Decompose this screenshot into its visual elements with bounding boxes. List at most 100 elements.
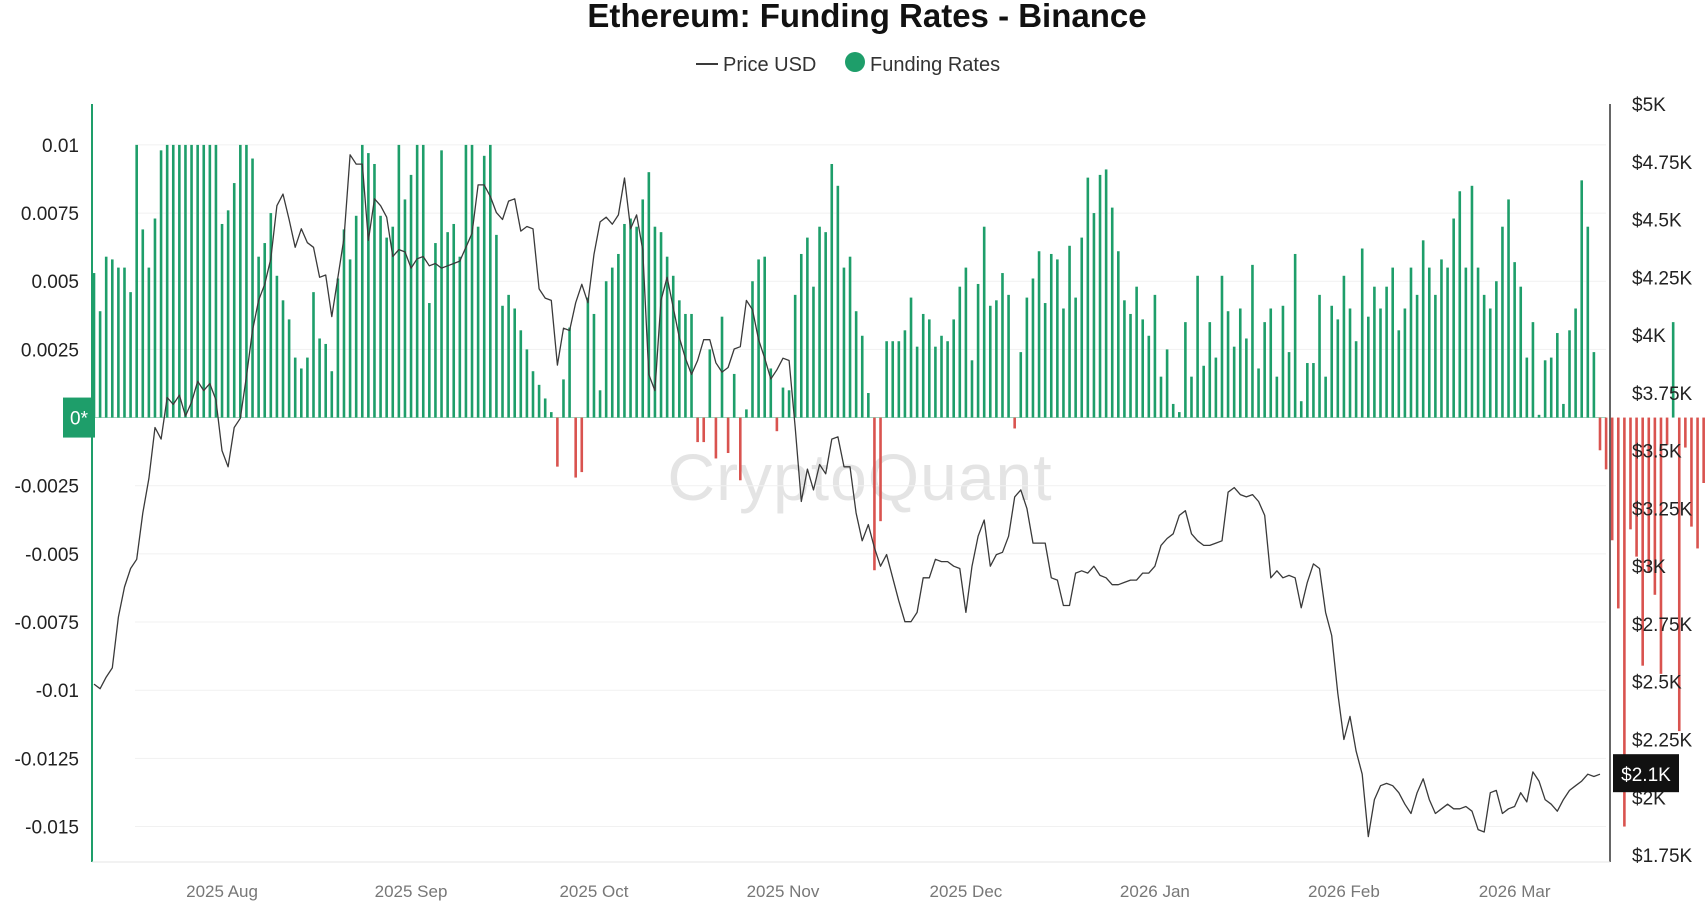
- funding-bar: [117, 267, 120, 418]
- funding-bar: [708, 349, 712, 418]
- funding-bar: [726, 417, 730, 454]
- funding-bar: [1470, 185, 1474, 418]
- funding-bar: [1110, 207, 1114, 418]
- funding-bar: [1464, 267, 1468, 418]
- funding-bar: [1001, 273, 1004, 418]
- funding-bar: [104, 256, 108, 418]
- funding-bar: [348, 259, 352, 418]
- funding-bar: [1629, 417, 1632, 530]
- funding-bar: [769, 368, 773, 418]
- funding-bar: [970, 360, 974, 418]
- funding-bar: [391, 226, 395, 418]
- funding-bar: [836, 185, 840, 418]
- funding-bar: [1318, 294, 1321, 418]
- funding-bar: [763, 256, 766, 418]
- right-tick-label: $4.25K: [1632, 268, 1693, 289]
- funding-bar: [476, 226, 480, 418]
- funding-bar: [549, 412, 553, 418]
- funding-bar: [263, 243, 267, 418]
- funding-bar: [269, 213, 273, 418]
- funding-bar: [1586, 226, 1590, 418]
- funding-bar: [458, 256, 462, 418]
- right-tick-label: $3.25K: [1632, 499, 1693, 520]
- funding-bar: [1306, 363, 1309, 418]
- funding-bar: [135, 144, 138, 418]
- funding-bar: [1080, 237, 1084, 418]
- left-tick-label: -0.0075: [15, 613, 79, 634]
- funding-bar: [440, 150, 443, 418]
- funding-bar: [1440, 259, 1443, 418]
- funding-bar: [1049, 253, 1053, 418]
- funding-bar: [226, 210, 230, 418]
- funding-bar: [1287, 352, 1291, 418]
- funding-bar: [995, 300, 998, 418]
- funding-bar: [1056, 259, 1059, 418]
- funding-bar: [671, 275, 675, 418]
- funding-bar: [1354, 341, 1358, 418]
- funding-bar: [110, 259, 114, 418]
- funding-bar: [1098, 174, 1102, 418]
- funding-bar: [470, 144, 474, 418]
- left-tick-label: -0.0025: [15, 477, 79, 498]
- funding-bar: [1092, 213, 1096, 418]
- funding-bar: [214, 144, 218, 418]
- funding-bar: [1171, 403, 1175, 418]
- funding-bar: [958, 286, 962, 418]
- funding-bar: [568, 327, 571, 418]
- x-tick-label: 2025 Oct: [559, 882, 628, 901]
- funding-bar: [543, 398, 547, 418]
- funding-bar: [1013, 417, 1016, 429]
- funding-bar: [1031, 278, 1035, 418]
- funding-bar: [1226, 311, 1230, 418]
- funding-bar: [300, 368, 303, 418]
- right-tick-label: $5K: [1632, 95, 1666, 116]
- funding-bar: [452, 223, 456, 418]
- funding-bars: [92, 144, 1705, 827]
- funding-bar: [1178, 412, 1181, 418]
- funding-bar: [415, 144, 419, 418]
- funding-bar: [1543, 360, 1547, 418]
- funding-bar: [525, 349, 529, 418]
- funding-bar: [1360, 248, 1364, 418]
- grid-layer: [92, 144, 1606, 828]
- funding-bar: [434, 243, 437, 418]
- funding-bar: [1117, 251, 1120, 418]
- legend[interactable]: Price USD Funding Rates: [696, 52, 1000, 76]
- funding-bar: [1446, 267, 1449, 418]
- funding-bar: [556, 417, 559, 467]
- legend-funding-label: Funding Rates: [870, 54, 1000, 76]
- funding-bar: [1123, 300, 1126, 418]
- funding-bar: [306, 357, 309, 418]
- funding-bar: [818, 226, 821, 418]
- funding-bar: [1019, 352, 1023, 418]
- funding-bar: [98, 311, 102, 418]
- price-line-layer: [93, 154, 1601, 838]
- funding-bar: [1391, 267, 1394, 418]
- funding-bar: [1434, 294, 1437, 418]
- left-tick-label: 0.005: [31, 272, 79, 293]
- funding-bar: [330, 371, 334, 418]
- funding-bar: [1677, 417, 1681, 732]
- funding-bar: [952, 319, 955, 418]
- funding-bar: [202, 144, 206, 418]
- funding-bar: [696, 417, 699, 443]
- funding-bar: [184, 144, 187, 418]
- funding-bar: [702, 417, 706, 443]
- funding-bar: [1458, 191, 1462, 418]
- funding-bar: [1251, 264, 1254, 418]
- funding-bar: [885, 341, 888, 418]
- funding-bar: [257, 256, 260, 418]
- funding-bar: [879, 417, 882, 522]
- funding-bar: [251, 158, 254, 418]
- funding-bar: [860, 335, 864, 418]
- current-price-label: $2.1K: [1621, 765, 1671, 786]
- right-tick-label: $2.75K: [1632, 615, 1693, 636]
- funding-bar: [190, 144, 193, 418]
- funding-bar: [537, 384, 541, 418]
- left-tick-label: -0.0125: [15, 749, 79, 770]
- funding-bar: [1513, 262, 1516, 418]
- funding-bar: [1190, 376, 1193, 418]
- right-tick-label: $3.5K: [1632, 442, 1682, 463]
- funding-bar: [196, 144, 199, 418]
- x-tick-label: 2026 Jan: [1120, 882, 1190, 901]
